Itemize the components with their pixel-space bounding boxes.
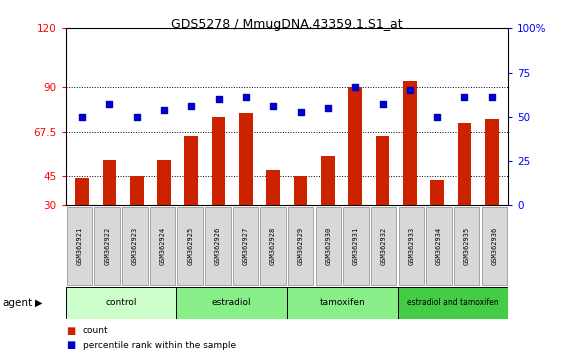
Bar	[150, 207, 175, 285]
Text: GSM362929: GSM362929	[297, 227, 304, 265]
Bar	[454, 207, 480, 285]
Text: GSM362921: GSM362921	[77, 227, 82, 265]
Text: GSM362936: GSM362936	[492, 227, 497, 265]
Bar	[212, 117, 226, 205]
Text: ▶: ▶	[35, 298, 43, 308]
Text: ■: ■	[66, 326, 75, 336]
Bar	[343, 207, 369, 285]
Text: agent: agent	[3, 298, 33, 308]
Bar	[316, 207, 341, 285]
Bar	[67, 207, 93, 285]
Point	[433, 114, 442, 120]
Text: estradiol: estradiol	[212, 298, 251, 307]
Bar	[457, 123, 471, 205]
Bar	[321, 156, 335, 205]
Text: GSM362924: GSM362924	[159, 227, 166, 265]
Bar	[397, 287, 508, 319]
Point	[323, 105, 332, 111]
Point	[242, 95, 251, 100]
Bar	[288, 207, 313, 285]
Point	[78, 114, 87, 120]
Bar	[122, 207, 147, 285]
Bar	[205, 207, 231, 285]
Text: ■: ■	[66, 340, 75, 350]
Text: GSM362923: GSM362923	[132, 227, 138, 265]
Text: GSM362934: GSM362934	[436, 227, 442, 265]
Text: GSM362930: GSM362930	[325, 227, 331, 265]
Text: GSM362935: GSM362935	[464, 227, 470, 265]
Point	[159, 107, 168, 113]
Bar	[75, 178, 89, 205]
Bar	[348, 87, 362, 205]
Point	[405, 87, 415, 93]
Bar	[184, 137, 198, 205]
Bar	[233, 207, 258, 285]
Text: control: control	[105, 298, 136, 307]
Bar	[481, 207, 507, 285]
Bar	[66, 287, 176, 319]
Text: GSM362928: GSM362928	[270, 227, 276, 265]
Bar	[371, 207, 396, 285]
Bar	[293, 176, 307, 205]
Point	[378, 102, 387, 107]
Bar	[178, 207, 203, 285]
Bar	[431, 180, 444, 205]
Point	[351, 84, 360, 90]
Point	[269, 103, 278, 109]
Bar	[94, 207, 120, 285]
Text: GSM362931: GSM362931	[353, 227, 359, 265]
Text: GDS5278 / MmugDNA.43359.1.S1_at: GDS5278 / MmugDNA.43359.1.S1_at	[171, 18, 403, 31]
Bar	[157, 160, 171, 205]
Text: GSM362927: GSM362927	[243, 227, 248, 265]
Point	[296, 109, 305, 114]
Bar	[267, 170, 280, 205]
Bar	[176, 287, 287, 319]
Point	[460, 95, 469, 100]
Text: count: count	[83, 326, 108, 336]
Bar	[287, 287, 397, 319]
Bar	[130, 176, 143, 205]
Text: tamoxifen: tamoxifen	[319, 298, 365, 307]
Bar	[260, 207, 286, 285]
Point	[132, 114, 141, 120]
Text: GSM362922: GSM362922	[104, 227, 110, 265]
Text: GSM362932: GSM362932	[381, 227, 387, 265]
Bar	[239, 113, 253, 205]
Bar	[399, 207, 424, 285]
Point	[105, 102, 114, 107]
Text: GSM362925: GSM362925	[187, 227, 193, 265]
Text: estradiol and tamoxifen: estradiol and tamoxifen	[407, 298, 498, 307]
Bar	[427, 207, 452, 285]
Point	[487, 95, 496, 100]
Point	[187, 103, 196, 109]
Bar	[485, 119, 498, 205]
Bar	[103, 160, 116, 205]
Bar	[376, 137, 389, 205]
Bar	[403, 81, 417, 205]
Text: GSM362926: GSM362926	[215, 227, 221, 265]
Text: percentile rank within the sample: percentile rank within the sample	[83, 341, 236, 350]
Point	[214, 96, 223, 102]
Text: GSM362933: GSM362933	[408, 227, 415, 265]
